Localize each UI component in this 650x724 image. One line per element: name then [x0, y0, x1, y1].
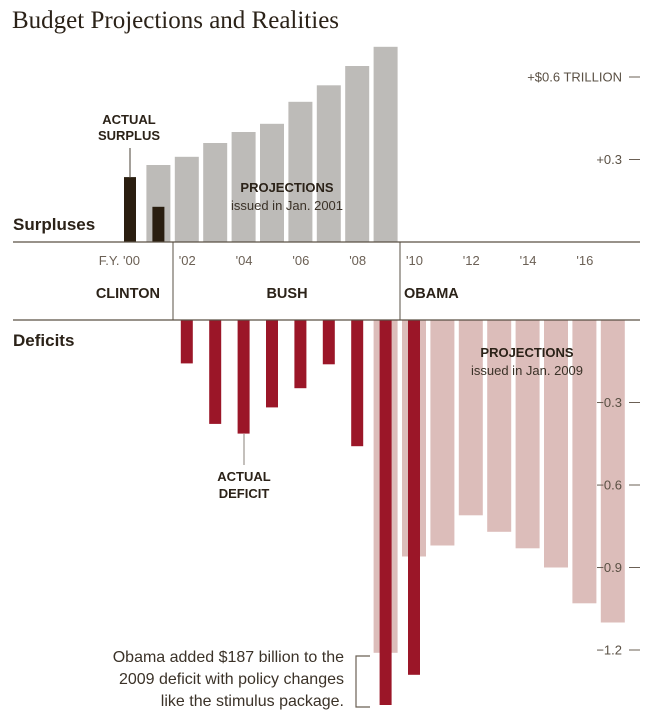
note-line2: 2009 deficit with policy changes [119, 671, 344, 688]
proj-2001-subtitle: issued in Jan. 2001 [231, 198, 343, 213]
actual-surplus-label-line1: ACTUAL [102, 112, 155, 127]
year-tick-2002: '02 [179, 253, 196, 268]
actual-deficit-bar-2007 [322, 320, 335, 365]
proj-2001-title: PROJECTIONS [240, 180, 334, 195]
deficits-label: Deficits [13, 331, 74, 350]
actual-deficit-bar-2006 [294, 320, 307, 389]
projection-2009-bar-2014 [515, 320, 540, 549]
y-tick-label-neg0_3: −0.3 [596, 395, 622, 410]
actual-surplus-label-line2: SURPLUS [98, 128, 160, 143]
projection-2009-bar-2017 [600, 320, 625, 623]
actual-deficit-bar-2009 [379, 320, 392, 705]
year-tick-2004: '04 [236, 253, 253, 268]
actual-surplus-bar-2000 [124, 177, 136, 242]
projection-2009-bar-2016 [572, 320, 597, 604]
actual-deficit-bar-2003 [209, 320, 222, 424]
year-tick-2010: '10 [406, 253, 423, 268]
chart-title: Budget Projections and Realities [12, 7, 339, 34]
note-line3: like the stimulus package. [161, 693, 344, 710]
presidency-label-bush: BUSH [266, 286, 307, 302]
y-tick-label-0_3: +0.3 [596, 152, 622, 167]
presidency-label-obama: OBAMA [404, 286, 459, 302]
year-tick-2008: '08 [349, 253, 366, 268]
actual-deficit-bar-2004 [237, 320, 250, 434]
projection-2001-bar-2003 [203, 143, 228, 242]
presidency-label-clinton: CLINTON [96, 286, 160, 302]
y-tick-label-neg0_9: −0.9 [596, 560, 622, 575]
actual-deficit-bar-2010 [408, 320, 420, 675]
projection-2009-bar-2013 [487, 320, 512, 532]
year-tick-2012: '12 [463, 253, 480, 268]
note-bracket [355, 655, 370, 708]
actual-deficit-bar-2005 [266, 320, 278, 408]
proj-2009-title: PROJECTIONS [480, 345, 574, 360]
surpluses-label: Surpluses [13, 215, 95, 234]
projection-2001-bar-2009 [373, 46, 398, 243]
projection-2001-bar-2008 [345, 66, 370, 242]
projection-2009-bar-2012 [458, 320, 483, 516]
projection-2009-bar-2011 [430, 320, 455, 546]
projection-2001-bar-2006 [288, 101, 313, 243]
year-tick-2014: '14 [520, 253, 537, 268]
bars-layer [124, 46, 625, 705]
actual-deficit-label-line1: ACTUAL [217, 469, 270, 484]
y-tick-label-neg0_6: −0.6 [596, 478, 622, 493]
projection-2001-bar-2005 [260, 123, 284, 243]
note-line1: Obama added $187 billion to the [113, 649, 344, 666]
projection-2001-bar-2002 [174, 156, 199, 243]
proj-2009-subtitle: issued in Jan. 2009 [471, 363, 583, 378]
projection-2001-bar-2004 [231, 132, 256, 242]
projection-2009-bar-2015 [544, 320, 568, 568]
year-tick-2000: F.Y. '00 [99, 253, 140, 268]
actual-deficit-bar-2008 [351, 320, 364, 447]
actual-surplus-bar-2001 [152, 206, 165, 242]
actual-deficit-bar-2002 [180, 320, 193, 364]
actual-deficit-label-line2: DEFICIT [219, 486, 270, 501]
axis-layer: CLINTON BUSH OBAMA F.Y. '00 '02 '04 '06 '08 '10 '… [13, 70, 640, 658]
projection-2001-bar-2007 [316, 85, 341, 243]
year-tick-2016: '16 [576, 253, 593, 268]
y-tick-label-0_6: +$0.6 TRILLION [527, 70, 622, 85]
y-tick-label-neg1_2: −1.2 [596, 643, 622, 658]
year-tick-2006: '06 [292, 253, 309, 268]
